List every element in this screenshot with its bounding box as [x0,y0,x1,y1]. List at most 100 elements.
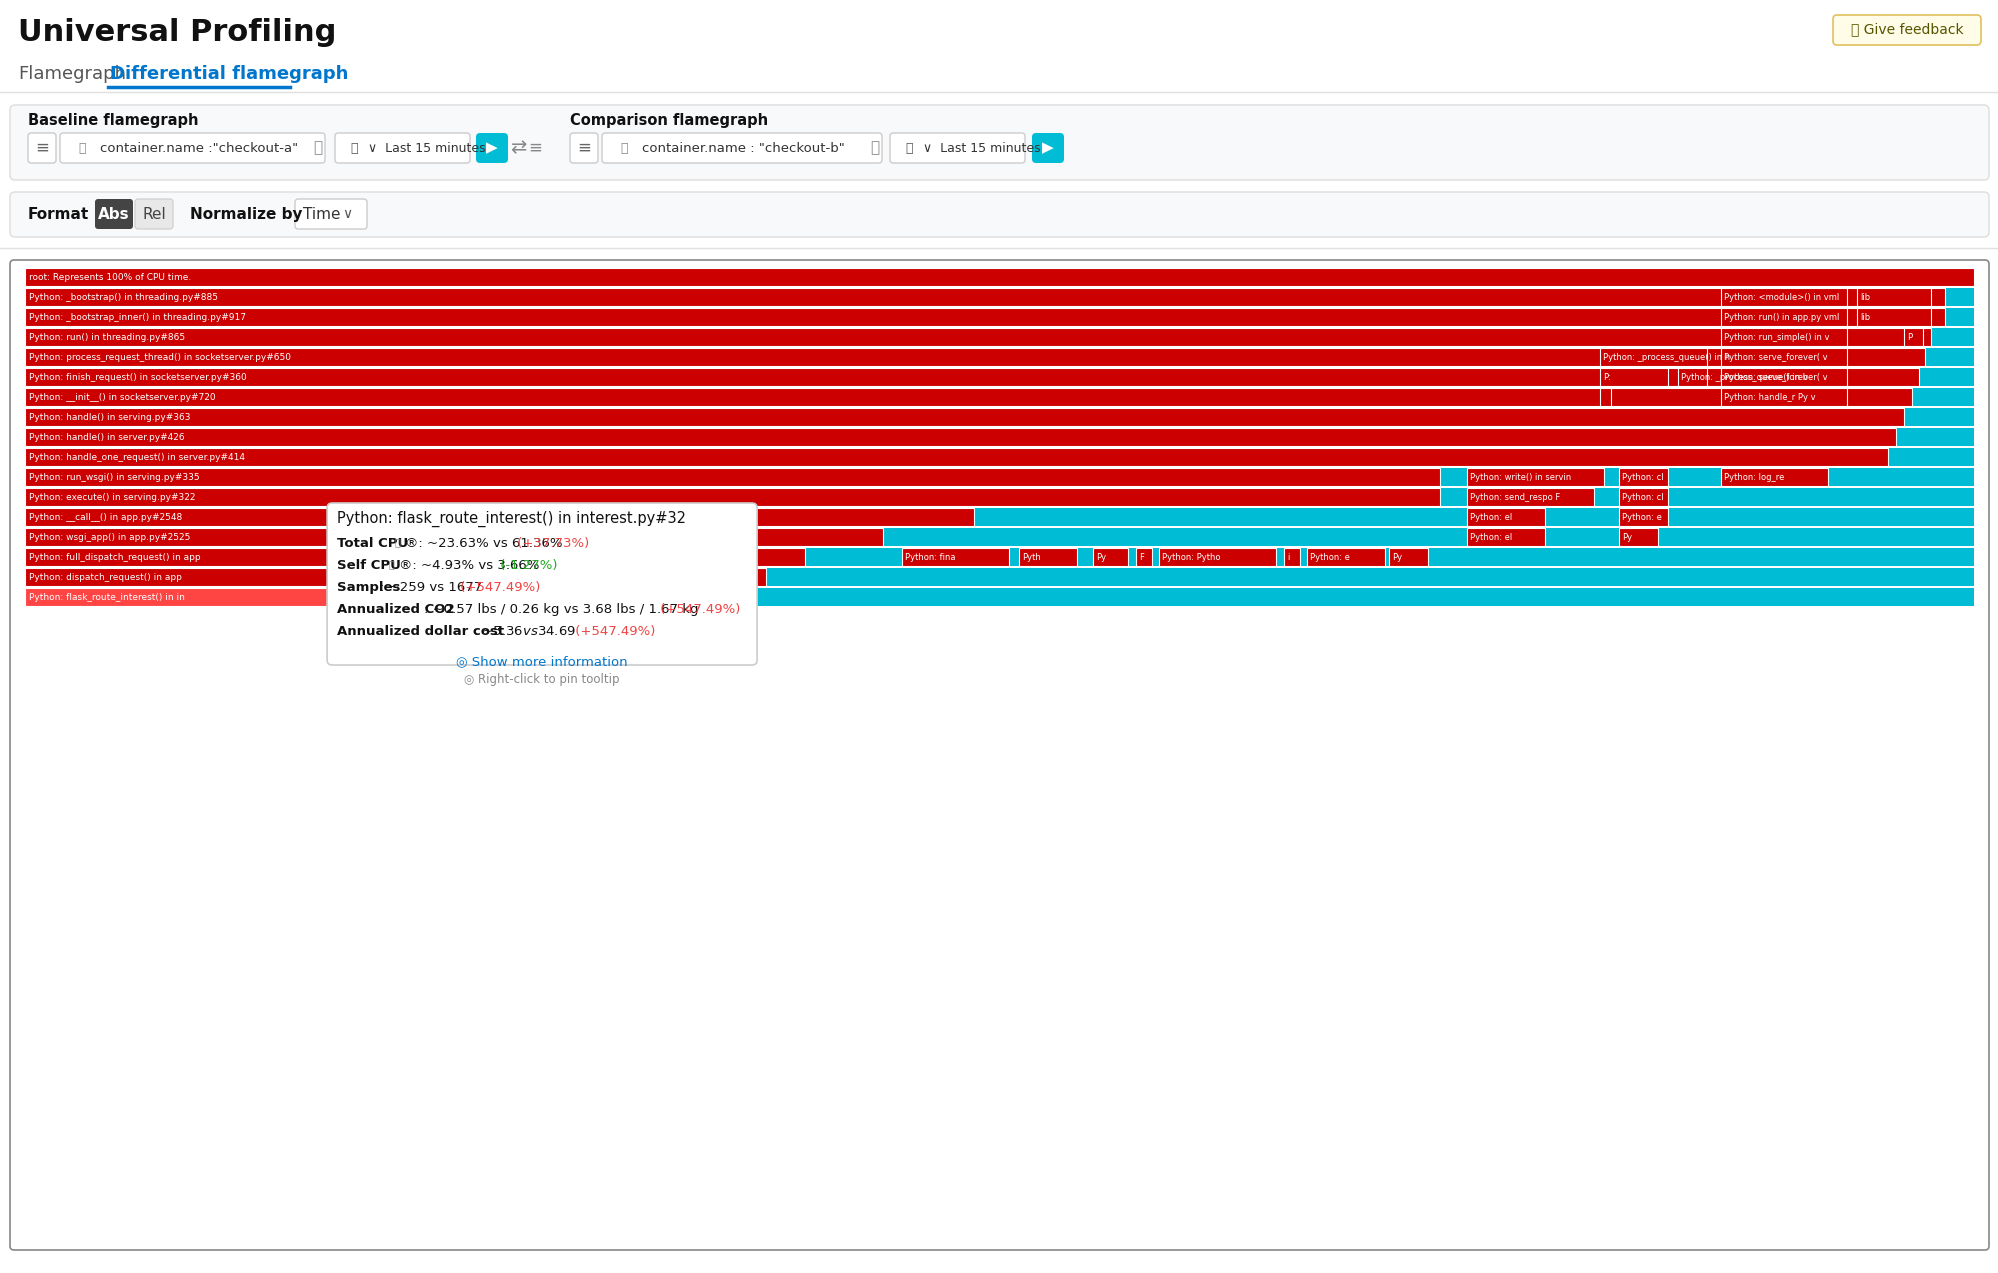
Bar [1285,568,1295,586]
Bar [1682,568,1700,586]
Bar [1816,547,1838,566]
Bar [913,588,925,606]
Bar [1902,328,1922,346]
Bar [1295,508,1311,526]
Bar [1726,568,1740,586]
Bar [1203,508,1221,526]
Bar [1317,488,1329,505]
Bar [793,588,797,606]
Bar [1493,588,1508,606]
Bar [1031,488,1041,505]
Bar [1872,588,1890,606]
Bar [1175,468,1187,486]
Bar [1425,488,1441,505]
Bar [901,547,1009,566]
Text: (+37.73%): (+37.73%) [513,537,589,550]
Bar [1183,588,1195,606]
Bar [1151,528,1157,546]
Bar [1395,588,1415,606]
Bar [1061,468,1067,486]
Bar [1155,568,1171,586]
Bar [1508,508,1524,526]
Bar [1165,528,1187,546]
Bar [1157,547,1171,566]
Bar [1912,288,1924,306]
Bar [1179,468,1195,486]
Bar [1053,488,1075,505]
Bar [899,547,919,566]
Bar [1594,568,1616,586]
Bar [1896,368,1914,386]
Bar [1123,528,1145,546]
Bar [1391,508,1407,526]
Bar [1698,528,1716,546]
Bar [1922,568,1932,586]
Bar [1854,528,1864,546]
Bar [1770,528,1788,546]
Bar [1720,468,1740,486]
Bar [1860,588,1868,606]
Bar [935,568,945,586]
Bar [1213,508,1219,526]
Bar [1141,488,1163,505]
Bar [957,528,973,546]
Bar [905,488,909,505]
Bar [1147,488,1161,505]
Bar [1944,409,1966,426]
Bar [1265,528,1277,546]
Bar [1862,468,1872,486]
Bar [1516,528,1536,546]
Bar [1696,528,1710,546]
Bar [1670,547,1682,566]
Bar [1209,488,1215,505]
Bar [795,528,811,546]
Text: lib: lib [1858,293,1870,302]
Bar [26,269,1972,286]
Bar [1213,508,1227,526]
Bar [1696,488,1702,505]
Bar [1381,547,1391,566]
Bar [1163,468,1171,486]
Bar [823,588,837,606]
Bar [1283,568,1305,586]
Bar [1922,328,1932,346]
Bar [1868,468,1884,486]
Bar [1624,528,1642,546]
Bar [1806,568,1826,586]
Bar [1954,588,1968,606]
Bar [1920,547,1930,566]
Bar [1638,547,1644,566]
Bar [779,488,793,505]
Bar [827,508,851,526]
Bar [1053,588,1069,606]
Bar [1924,588,1948,606]
Bar [863,547,873,566]
Bar [1702,348,1708,367]
Bar [1493,588,1500,606]
Bar [1117,468,1123,486]
Bar [1708,488,1732,505]
Bar [1191,547,1207,566]
Bar [1930,428,1940,446]
Text: Normalize by: Normalize by [190,207,302,222]
Bar [1504,488,1524,505]
Bar [781,588,789,606]
Bar [1652,568,1658,586]
Bar [1610,588,1616,606]
Bar [1435,488,1445,505]
Bar [1770,528,1776,546]
Text: Python: e: Python: e [1311,552,1349,561]
Bar [1692,368,1702,386]
Bar [991,488,1011,505]
Bar [1910,269,1924,286]
Bar [1283,528,1293,546]
Bar [1015,488,1029,505]
Bar [1003,547,1015,566]
Bar [1682,528,1690,546]
Bar [1890,388,1912,406]
Bar [1964,547,1972,566]
Bar [1938,428,1960,446]
Bar [1810,428,1844,446]
Bar [1047,547,1067,566]
Bar [813,468,833,486]
